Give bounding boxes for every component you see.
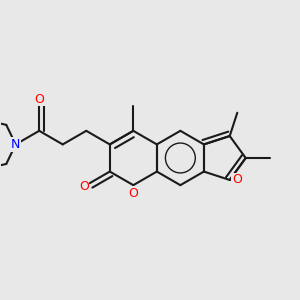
Text: O: O bbox=[34, 93, 44, 106]
Text: O: O bbox=[128, 187, 138, 200]
Text: O: O bbox=[232, 173, 242, 187]
Text: N: N bbox=[11, 138, 20, 151]
Text: O: O bbox=[79, 180, 88, 193]
